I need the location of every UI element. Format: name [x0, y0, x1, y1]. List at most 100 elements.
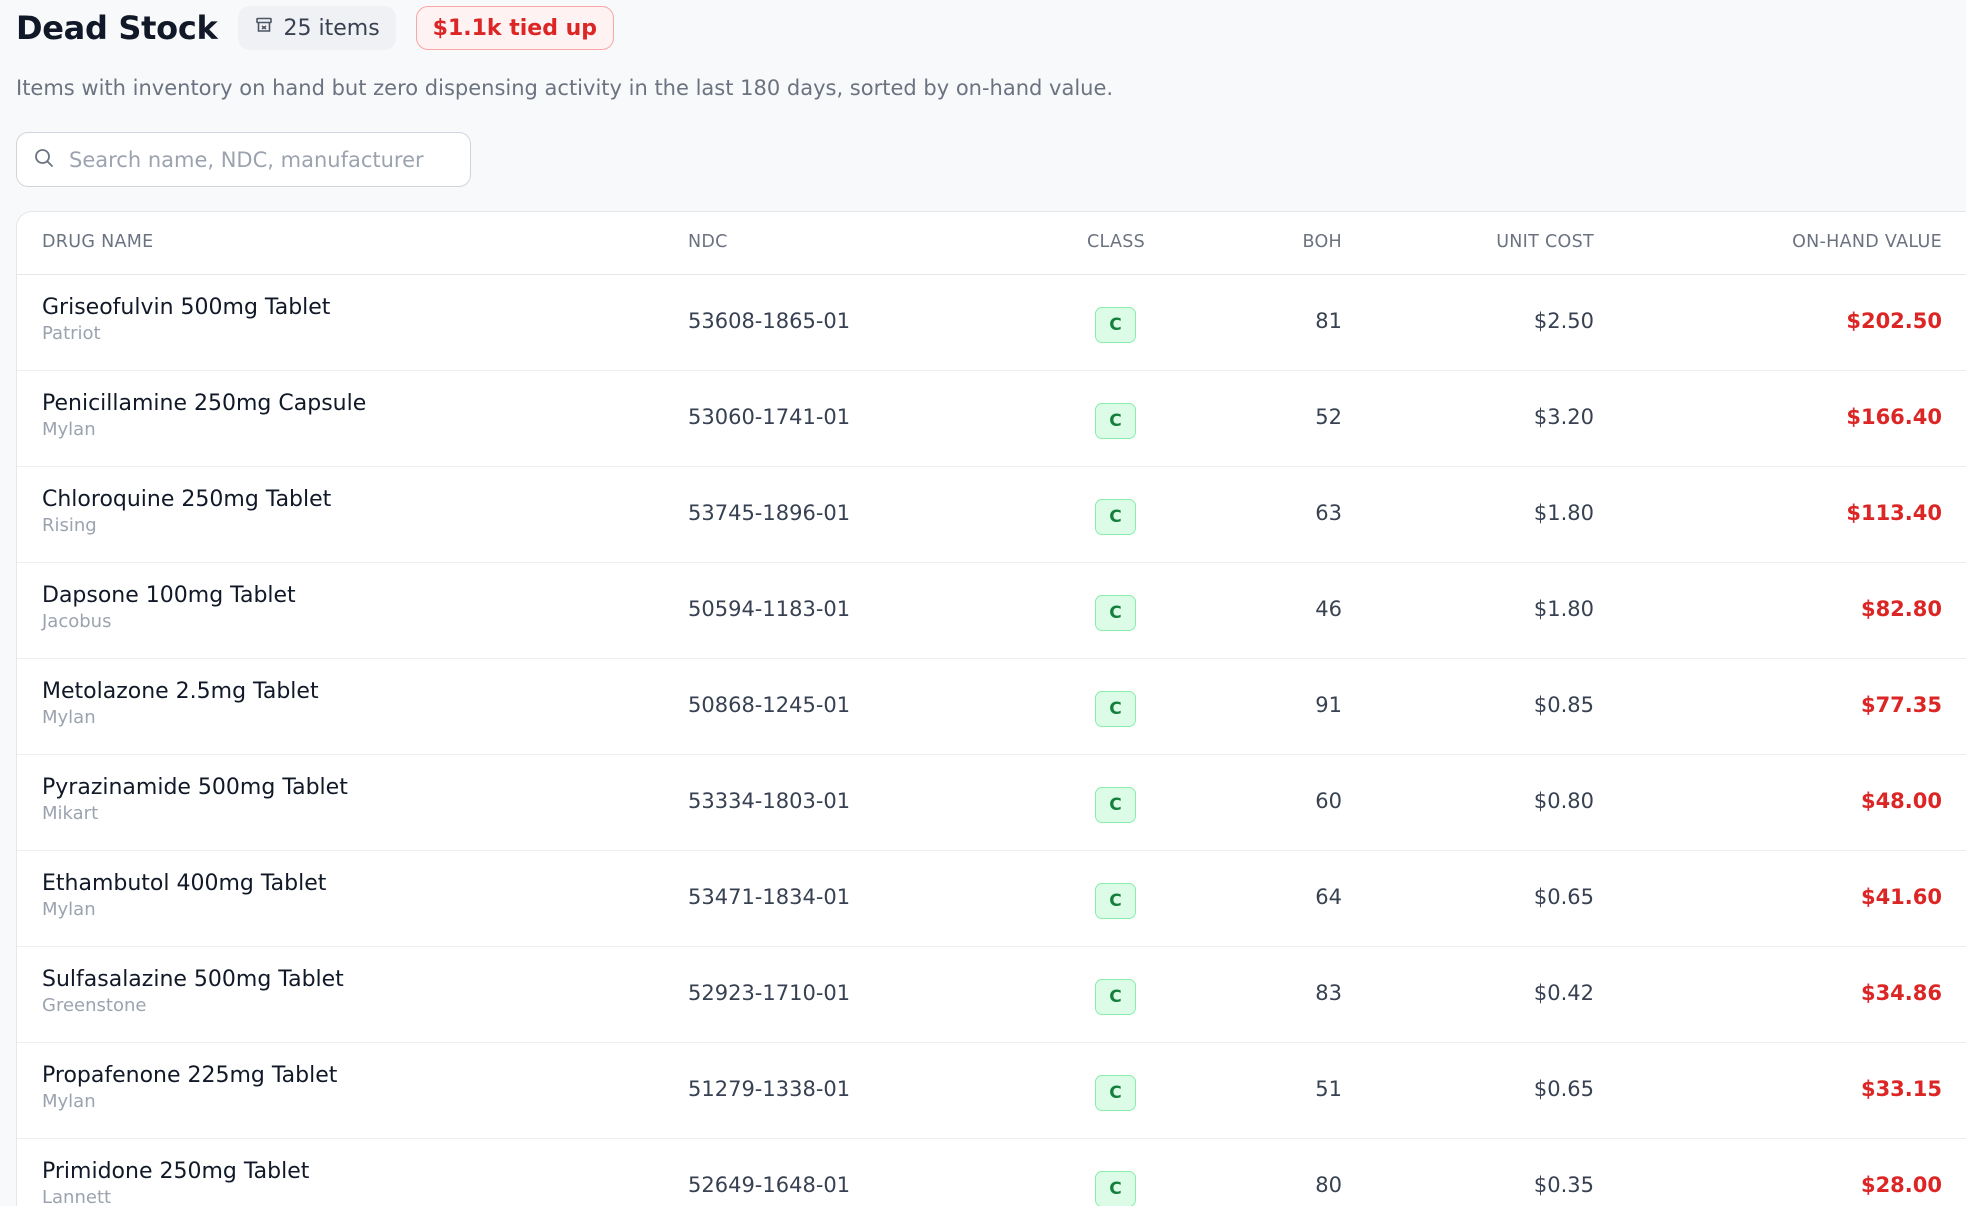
class-cell: C: [1095, 1171, 1136, 1206]
unit-cost-cell: $3.20: [1533, 405, 1594, 429]
drug-name-cell: Griseofulvin 500mg Tablet Patriot: [42, 295, 330, 344]
column-header-ndc[interactable]: NDC: [688, 232, 728, 252]
item-count-badge: 25 items: [237, 6, 396, 50]
drug-name-cell: Penicillamine 250mg Capsule Mylan: [42, 391, 366, 440]
manufacturer: Jacobus: [42, 611, 112, 632]
table-header: DRUG NAME NDC CLASS BOH UNIT COST ON-HAN…: [17, 212, 1966, 275]
drug-name-cell: Chloroquine 250mg Tablet Rising: [42, 487, 331, 536]
drug-name: Propafenone 225mg Tablet: [42, 1063, 338, 1088]
drug-name: Metolazone 2.5mg Tablet: [42, 679, 319, 704]
drug-name-cell: Pyrazinamide 500mg Tablet Mikart: [42, 775, 348, 824]
manufacturer: Patriot: [42, 323, 101, 344]
ndc-cell: 50868-1245-01: [688, 693, 851, 717]
unit-cost-cell: $1.80: [1533, 597, 1594, 621]
unit-cost-cell: $1.80: [1533, 501, 1594, 525]
drug-name: Primidone 250mg Tablet: [42, 1159, 310, 1184]
class-cell: C: [1095, 403, 1136, 439]
tied-up-value-badge: $1.1k tied up: [415, 6, 615, 50]
dead-stock-table: DRUG NAME NDC CLASS BOH UNIT COST ON-HAN…: [16, 211, 1966, 1206]
column-header-drug-name[interactable]: DRUG NAME: [42, 232, 154, 252]
class-badge: C: [1095, 595, 1136, 631]
class-badge: C: [1095, 883, 1136, 919]
class-badge: C: [1095, 499, 1136, 535]
manufacturer: Lannett: [42, 1187, 112, 1206]
class-badge: C: [1095, 979, 1136, 1015]
boh-cell: 51: [1315, 1077, 1342, 1101]
on-hand-value-cell: $41.60: [1860, 885, 1942, 909]
table-row[interactable]: Ethambutol 400mg Tablet Mylan 53471-1834…: [17, 851, 1966, 947]
unit-cost-cell: $0.35: [1533, 1173, 1594, 1197]
boh-cell: 64: [1315, 885, 1342, 909]
boh-cell: 81: [1315, 309, 1342, 333]
search-input[interactable]: [69, 147, 454, 172]
drug-name: Sulfasalazine 500mg Tablet: [42, 967, 344, 992]
ndc-cell: 52649-1648-01: [688, 1173, 851, 1197]
boh-cell: 91: [1315, 693, 1342, 717]
table-body: Griseofulvin 500mg Tablet Patriot 53608-…: [17, 275, 1966, 1206]
class-cell: C: [1095, 1075, 1136, 1111]
table-row[interactable]: Metolazone 2.5mg Tablet Mylan 50868-1245…: [17, 659, 1966, 755]
class-badge: C: [1095, 1075, 1136, 1111]
table-row[interactable]: Primidone 250mg Tablet Lannett 52649-164…: [17, 1139, 1966, 1206]
class-cell: C: [1095, 883, 1136, 919]
class-badge: C: [1095, 691, 1136, 727]
on-hand-value-cell: $33.15: [1860, 1077, 1942, 1101]
search-icon: [33, 147, 55, 173]
unit-cost-cell: $2.50: [1533, 309, 1594, 333]
boh-cell: 63: [1315, 501, 1342, 525]
class-badge: C: [1095, 787, 1136, 823]
column-header-boh[interactable]: BOH: [1302, 232, 1342, 252]
drug-name: Dapsone 100mg Tablet: [42, 583, 296, 608]
column-header-unit-cost[interactable]: UNIT COST: [1496, 232, 1594, 252]
page-header: Dead Stock 25 items $1.1k tied up: [16, 4, 615, 52]
ndc-cell: 53060-1741-01: [688, 405, 851, 429]
on-hand-value-cell: $113.40: [1846, 501, 1942, 525]
on-hand-value-cell: $202.50: [1846, 309, 1942, 333]
ndc-cell: 53608-1865-01: [688, 309, 851, 333]
unit-cost-cell: $0.65: [1533, 1077, 1594, 1101]
class-cell: C: [1095, 787, 1136, 823]
unit-cost-cell: $0.65: [1533, 885, 1594, 909]
drug-name-cell: Dapsone 100mg Tablet Jacobus: [42, 583, 296, 632]
on-hand-value-cell: $34.86: [1860, 981, 1942, 1005]
boh-cell: 80: [1315, 1173, 1342, 1197]
item-count-text: 25 items: [283, 15, 380, 41]
manufacturer: Mylan: [42, 899, 96, 920]
table-row[interactable]: Penicillamine 250mg Capsule Mylan 53060-…: [17, 371, 1966, 467]
class-badge: C: [1095, 307, 1136, 343]
ndc-cell: 51279-1338-01: [688, 1077, 851, 1101]
column-header-on-hand-value[interactable]: ON-HAND VALUE: [1792, 232, 1942, 252]
class-cell: C: [1095, 595, 1136, 631]
class-cell: C: [1095, 307, 1136, 343]
on-hand-value-cell: $82.80: [1860, 597, 1942, 621]
class-cell: C: [1095, 979, 1136, 1015]
drug-name-cell: Propafenone 225mg Tablet Mylan: [42, 1063, 337, 1112]
manufacturer: Mikart: [42, 803, 99, 824]
on-hand-value-cell: $77.35: [1860, 693, 1942, 717]
column-header-class[interactable]: CLASS: [1087, 232, 1146, 252]
ndc-cell: 53745-1896-01: [688, 501, 851, 525]
table-row[interactable]: Chloroquine 250mg Tablet Rising 53745-18…: [17, 467, 1966, 563]
ndc-cell: 52923-1710-01: [688, 981, 851, 1005]
table-row[interactable]: Sulfasalazine 500mg Tablet Greenstone 52…: [17, 947, 1966, 1043]
manufacturer: Rising: [42, 515, 97, 536]
drug-name-cell: Sulfasalazine 500mg Tablet Greenstone: [42, 967, 344, 1016]
drug-name-cell: Primidone 250mg Tablet Lannett: [42, 1159, 309, 1206]
table-row[interactable]: Dapsone 100mg Tablet Jacobus 50594-1183-…: [17, 563, 1966, 659]
table-row[interactable]: Propafenone 225mg Tablet Mylan 51279-133…: [17, 1043, 1966, 1139]
on-hand-value-cell: $48.00: [1860, 789, 1942, 813]
drug-name-cell: Ethambutol 400mg Tablet Mylan: [42, 871, 326, 920]
class-badge: C: [1095, 1171, 1136, 1206]
drug-name: Penicillamine 250mg Capsule: [42, 391, 367, 416]
boh-cell: 83: [1315, 981, 1342, 1005]
drug-name: Pyrazinamide 500mg Tablet: [42, 775, 348, 800]
unit-cost-cell: $0.42: [1533, 981, 1594, 1005]
class-cell: C: [1095, 691, 1136, 727]
ndc-cell: 53334-1803-01: [688, 789, 851, 813]
ndc-cell: 53471-1834-01: [688, 885, 851, 909]
page-description: Items with inventory on hand but zero di…: [16, 76, 1114, 100]
drug-name: Chloroquine 250mg Tablet: [42, 487, 332, 512]
table-row[interactable]: Griseofulvin 500mg Tablet Patriot 53608-…: [17, 275, 1966, 371]
search-box[interactable]: [16, 132, 471, 187]
table-row[interactable]: Pyrazinamide 500mg Tablet Mikart 53334-1…: [17, 755, 1966, 851]
